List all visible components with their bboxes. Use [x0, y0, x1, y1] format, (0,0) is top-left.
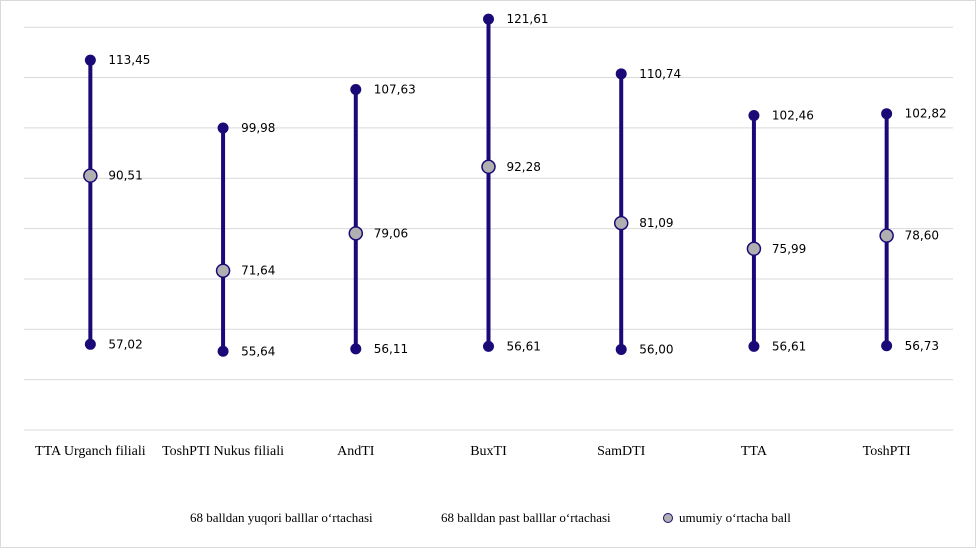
data-labels: 113,45 90,51 57,02 99,98 71,64 55,64 107,63 79,…	[108, 12, 946, 358]
point-high	[615, 68, 627, 80]
point-low	[350, 343, 362, 355]
label-high: 102,82	[905, 107, 947, 121]
label-mean: 90,51	[108, 169, 142, 183]
label-low: 56,00	[639, 342, 673, 356]
x-tick-label: ToshPTI	[863, 444, 911, 459]
legend-label-high: 68 balldan yuqori balllar oʻrtachasi	[190, 510, 373, 525]
point-high	[350, 83, 362, 95]
point-mean	[215, 263, 231, 278]
label-mean: 75,99	[772, 242, 806, 256]
label-high: 102,46	[772, 109, 814, 123]
x-axis-labels: TTA Urganch filiali ToshPTI Nukus filiali…	[35, 444, 911, 459]
point-mean	[879, 228, 894, 243]
point-high	[748, 110, 760, 122]
point-high	[217, 122, 229, 134]
label-high: 121,61	[507, 12, 549, 26]
label-mean: 92,28	[507, 160, 541, 174]
label-mean: 71,64	[241, 264, 275, 278]
label-high: 99,98	[241, 121, 275, 135]
x-tick-label: BuxTI	[470, 444, 507, 459]
legend-marker-mean	[663, 513, 673, 523]
label-high: 113,45	[108, 53, 150, 67]
label-low: 56,11	[374, 342, 408, 356]
point-low	[483, 340, 494, 352]
label-mean: 79,06	[374, 226, 408, 240]
point-mean	[348, 226, 364, 241]
point-low	[84, 338, 96, 350]
label-mean: 78,60	[905, 229, 939, 243]
point-mean	[83, 168, 98, 183]
label-low: 56,73	[905, 339, 939, 353]
label-high: 110,74	[639, 67, 681, 81]
legend-item-high: 68 balldan yuqori balllar oʻrtachasi	[190, 510, 373, 526]
point-high	[881, 108, 893, 120]
legend-item-mean: umumiy oʻrtacha ball	[663, 510, 791, 526]
point-low	[217, 345, 229, 357]
point-mean	[481, 159, 496, 175]
data-points	[83, 13, 894, 357]
x-tick-label: AndTI	[337, 444, 375, 459]
legend: 68 balldan yuqori balllar oʻrtachasi 68 …	[0, 510, 976, 532]
label-low: 55,64	[241, 344, 275, 358]
point-low	[615, 343, 627, 355]
point-low	[881, 340, 893, 352]
label-low: 56,61	[507, 339, 541, 353]
point-low	[748, 340, 760, 352]
point-mean	[613, 215, 629, 231]
label-low: 57,02	[108, 337, 142, 351]
x-tick-label: TTA	[741, 444, 768, 459]
label-mean: 81,09	[639, 216, 673, 230]
point-high	[84, 54, 96, 66]
legend-label-low: 68 balldan past balllar oʻrtachasi	[441, 510, 611, 525]
point-mean	[746, 241, 762, 257]
x-tick-label: SamDTI	[597, 444, 646, 459]
legend-label-mean: umumiy oʻrtacha ball	[679, 510, 791, 525]
label-high: 107,63	[374, 82, 416, 96]
x-tick-label: TTA Urganch filiali	[35, 444, 146, 459]
point-high	[483, 13, 494, 25]
x-tick-label: ToshPTI Nukus filiali	[162, 444, 284, 459]
legend-item-low: 68 balldan past balllar oʻrtachasi	[441, 510, 611, 526]
label-low: 56,61	[772, 339, 806, 353]
range-lines	[88, 19, 889, 352]
